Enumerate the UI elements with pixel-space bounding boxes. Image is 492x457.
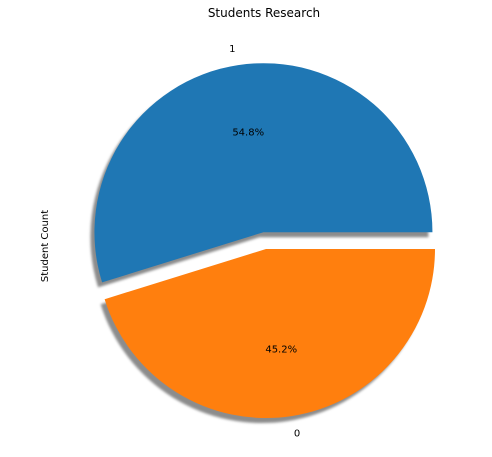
slice-label-0: 0 [294,428,300,439]
slice-label-1: 1 [229,44,235,55]
pie-slice-1 [94,63,433,283]
chart-title: Students Research [208,6,320,20]
slices [94,63,436,419]
slice-percent-1: 54.8% [232,127,264,138]
y-axis-label: Student Count [40,210,51,282]
pie-slice-0 [104,249,436,419]
slice-percent-0: 45.2% [265,345,297,356]
slice-labels: 1 54.8% 0 45.2% [229,44,300,439]
